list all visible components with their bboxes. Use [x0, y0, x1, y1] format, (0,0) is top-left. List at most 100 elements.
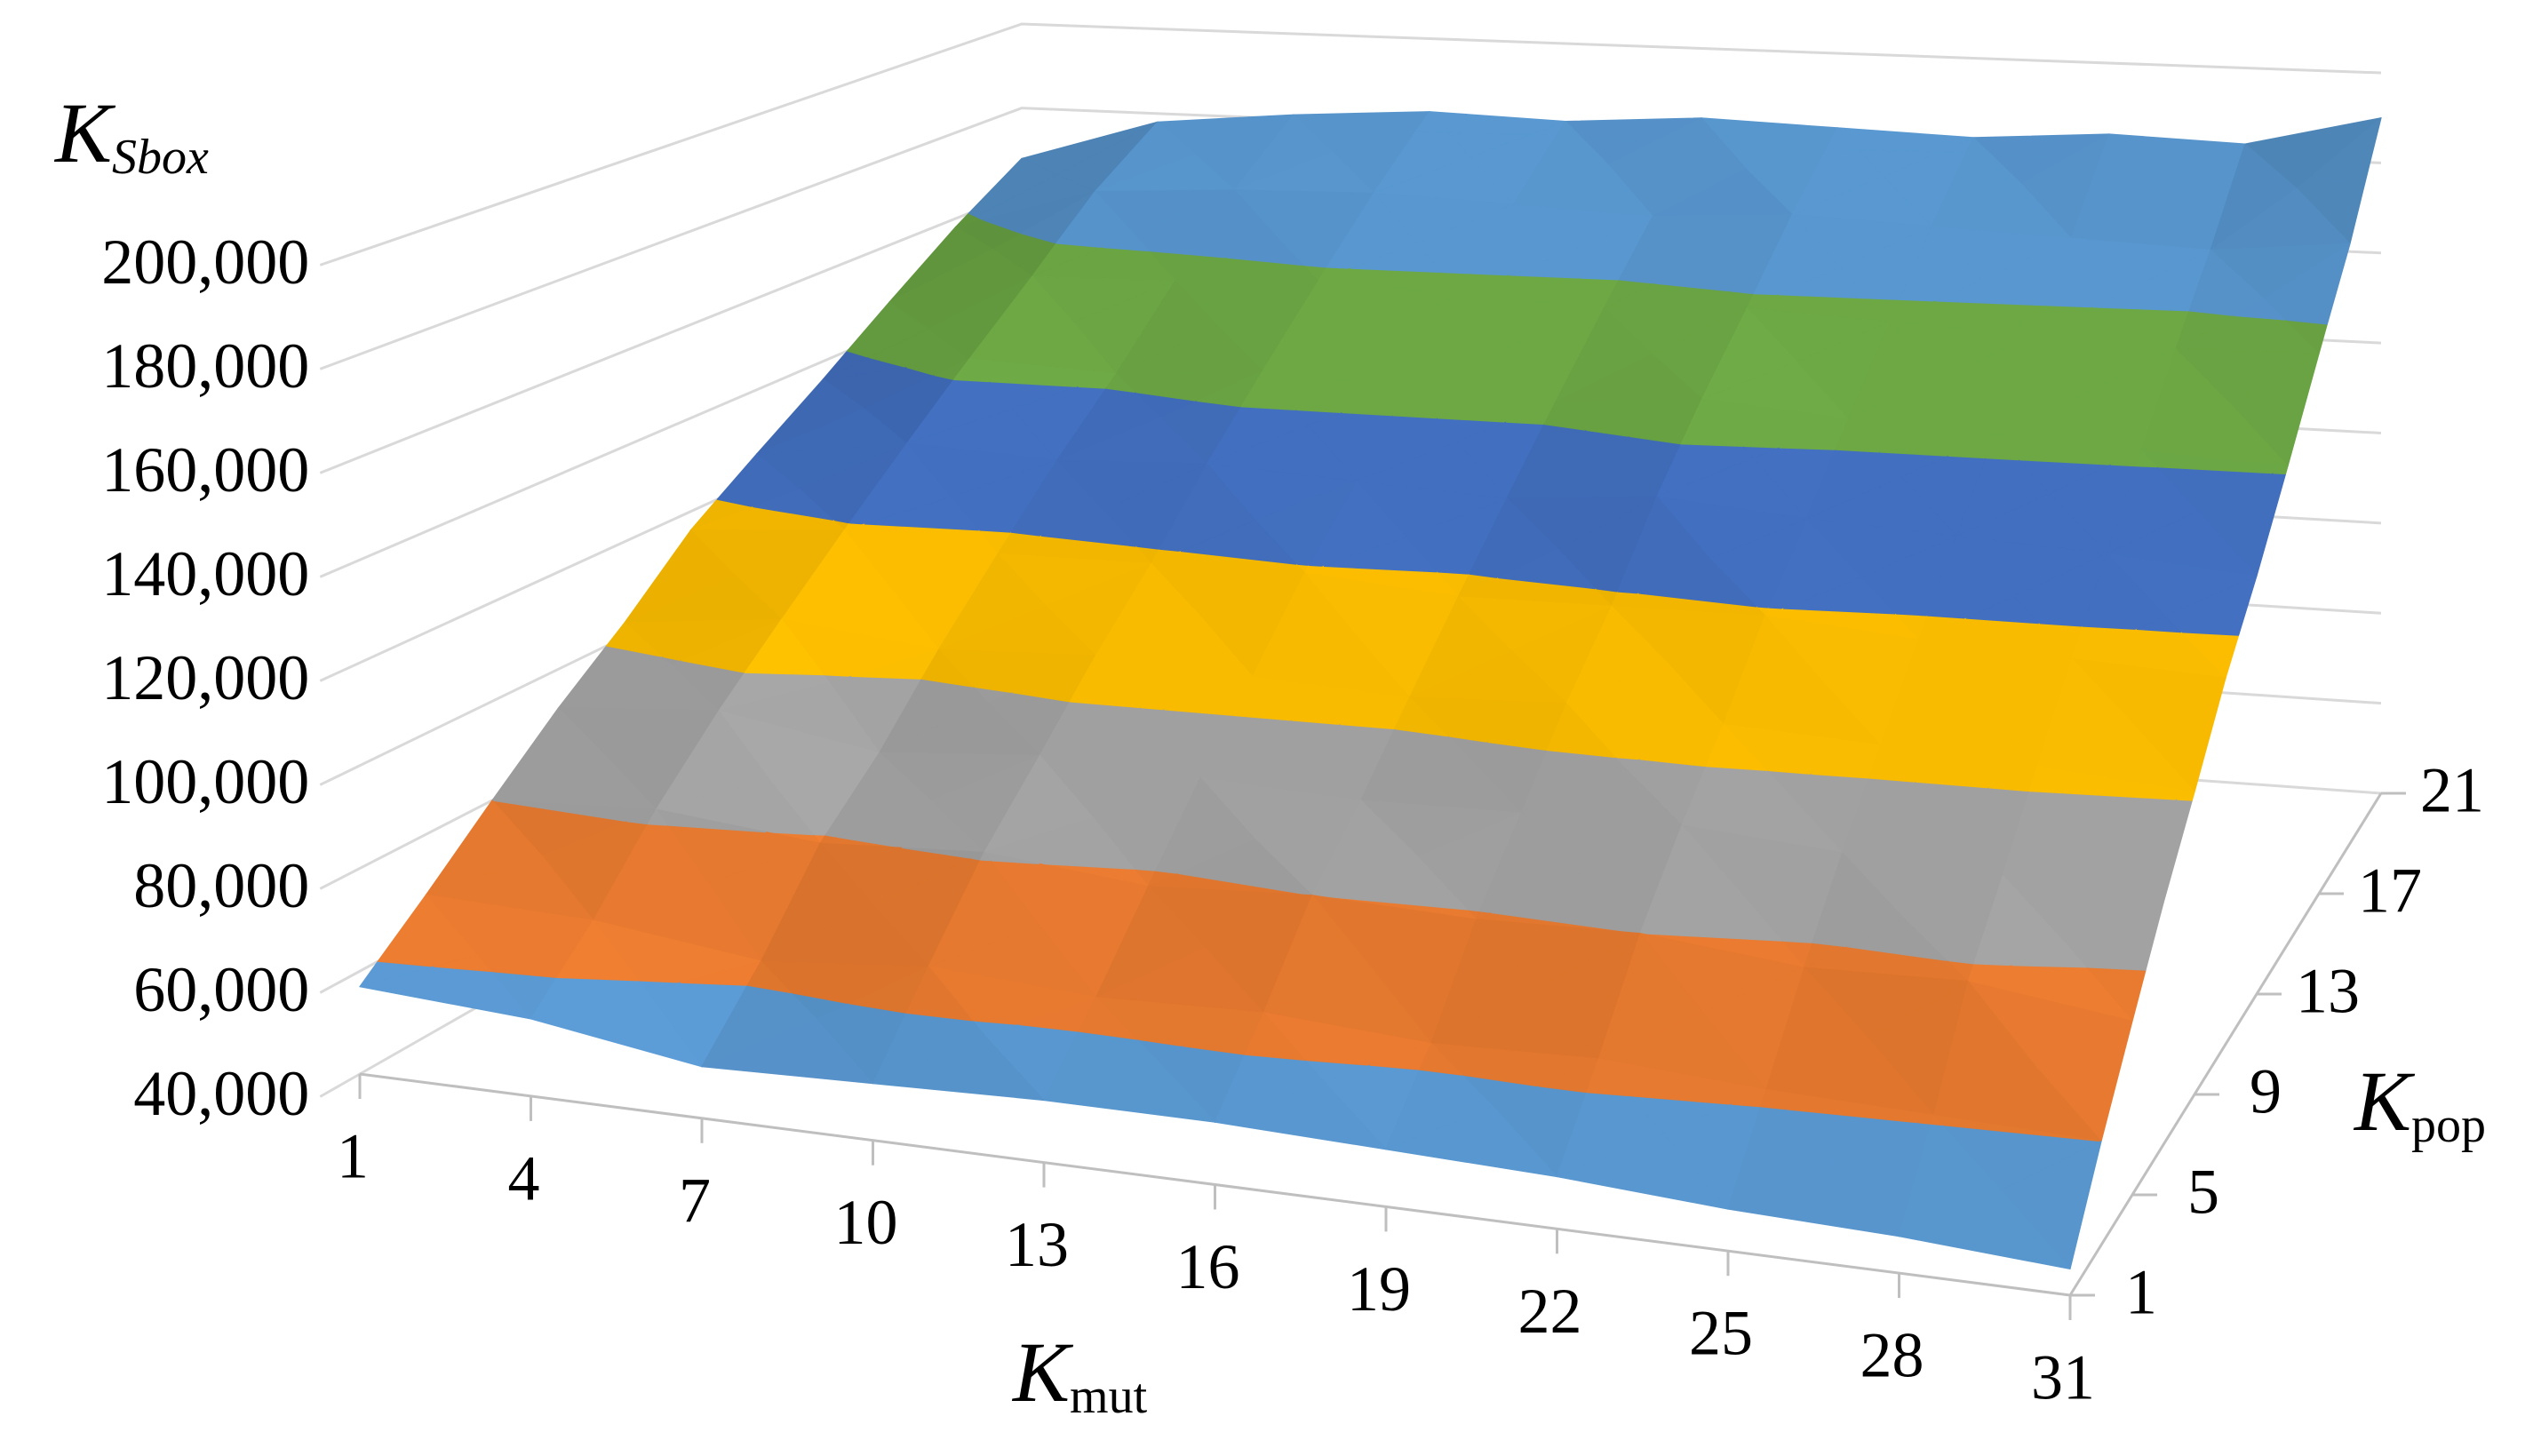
surface-facet [1231, 676, 1292, 721]
z-tick-label: 120,000 [101, 642, 309, 713]
x-tick-label: 1 [337, 1121, 369, 1192]
x-tick-label: 31 [2031, 1342, 2095, 1413]
surface-facet [1556, 1133, 1729, 1210]
surface-facet [1177, 839, 1313, 896]
surface-facet [1705, 723, 1768, 771]
surface-facet [1654, 260, 1731, 292]
surface-facet [434, 954, 492, 973]
y-axis-title-main: K [2353, 1054, 2416, 1149]
surface-facet [1180, 519, 1297, 565]
x-tick-label: 7 [679, 1165, 711, 1236]
surface-facet [1556, 121, 1581, 137]
surface-facet [1419, 1042, 1463, 1076]
x-tick-label: 22 [1518, 1276, 1582, 1347]
surface-facet [1835, 418, 1880, 453]
surface-facet [753, 489, 834, 521]
surface-facet [1868, 744, 1916, 783]
surface-facet [1240, 370, 1296, 410]
surface-facet [1638, 558, 1757, 608]
x-tick-label: 10 [834, 1187, 898, 1258]
y-tick-label: 5 [2187, 1157, 2219, 1228]
surface-facet [953, 358, 990, 383]
surface-facet [872, 1036, 1045, 1102]
surface-facet [979, 851, 992, 862]
surface-facet [2237, 143, 2277, 171]
surface-facet [1244, 1012, 1306, 1062]
surface-facet [746, 960, 792, 994]
surface-facet [606, 622, 663, 657]
x-tick-label: 28 [1860, 1320, 1924, 1391]
surface-facet [1078, 996, 1137, 1040]
surface-facet [1214, 1080, 1387, 1150]
x-tick-label: 19 [1347, 1253, 1411, 1325]
surface-facet [1040, 509, 1136, 547]
surface-facet [1586, 1058, 1631, 1097]
axes: 40,000 60,000 80,000 100,000 120,000 140,000 1… [101, 227, 2484, 1413]
grid-line [319, 22, 2382, 267]
surface-facet [1414, 111, 1449, 133]
surface-facet [1287, 114, 1302, 123]
surface-facet [1687, 117, 1727, 147]
surface-facet [1394, 696, 1449, 737]
x-tick-label: 4 [508, 1142, 540, 1213]
z-tick-label: 180,000 [101, 330, 309, 402]
y-axis-title-sub: pop [2411, 1098, 2486, 1153]
surface-facet [2234, 298, 2286, 321]
surface-facet [1965, 137, 1991, 155]
z-tick-label: 100,000 [101, 746, 309, 817]
surface-facet [744, 618, 824, 676]
y-axis-line [2068, 792, 2383, 1296]
z-tick-label: 140,000 [101, 538, 309, 609]
surface-facet [2135, 450, 2158, 468]
surface-facet [530, 991, 703, 1068]
x-axis-title-main: K [1011, 1325, 1074, 1420]
x-axis-title: Kmut [1011, 1325, 1148, 1424]
surface-facet [1102, 234, 1150, 252]
y-tick-label: 1 [2125, 1257, 2157, 1328]
surface-facet [2011, 944, 2087, 968]
surface-facet [1965, 596, 2039, 625]
surface-facet [2273, 465, 2289, 475]
x-axis-title-sub: mut [1070, 1369, 1148, 1424]
surface-facet [1546, 703, 1616, 759]
surface-facet [2028, 765, 2063, 794]
surface-facet [1105, 373, 1135, 393]
x-tick-label: 25 [1689, 1298, 1753, 1369]
surface-facet [1043, 1057, 1216, 1123]
z-tick-label: 40,000 [133, 1058, 309, 1129]
surface-facet [701, 1018, 874, 1085]
surface-facet [1985, 434, 2019, 461]
surface-facet [1069, 655, 1141, 709]
y-axis-title: Kpop [2353, 1054, 2486, 1153]
surface-facet [1777, 267, 1869, 299]
z-tick-label: 80,000 [133, 850, 309, 921]
x-tick-label: 16 [1176, 1231, 1240, 1302]
z-axis-title: KSbox [53, 85, 209, 185]
surface-facet [1311, 855, 1468, 911]
surface-facet [556, 919, 640, 982]
surface-facet [1490, 871, 1641, 935]
surface-facet [1350, 243, 1443, 274]
surface-facet [1898, 1189, 2071, 1270]
surface-facet [1392, 386, 1438, 419]
surface-facet [1323, 536, 1438, 573]
y-tick-label: 21 [2420, 755, 2484, 826]
surface-facet [1935, 279, 2004, 305]
surface-facet [1846, 918, 1948, 961]
surface-facet [1639, 894, 1782, 942]
surface-facet [864, 496, 979, 531]
surface-facet [1543, 402, 1586, 431]
z-tick-label: 160,000 [101, 434, 309, 505]
surface-facet [1727, 1161, 1900, 1237]
surface-facet [920, 648, 974, 688]
surface-facet [1226, 235, 1304, 267]
surface-facet [1680, 398, 1744, 447]
surface-facet [2136, 616, 2182, 633]
surface-facet [1931, 1115, 1943, 1126]
surface [359, 111, 2382, 1270]
z-axis-title-sub: Sbox [112, 130, 209, 185]
surface-facet [1825, 127, 1860, 151]
surface-facet [2310, 117, 2382, 185]
surface-facet [647, 808, 668, 826]
x-tick-label: 13 [1005, 1209, 1069, 1280]
